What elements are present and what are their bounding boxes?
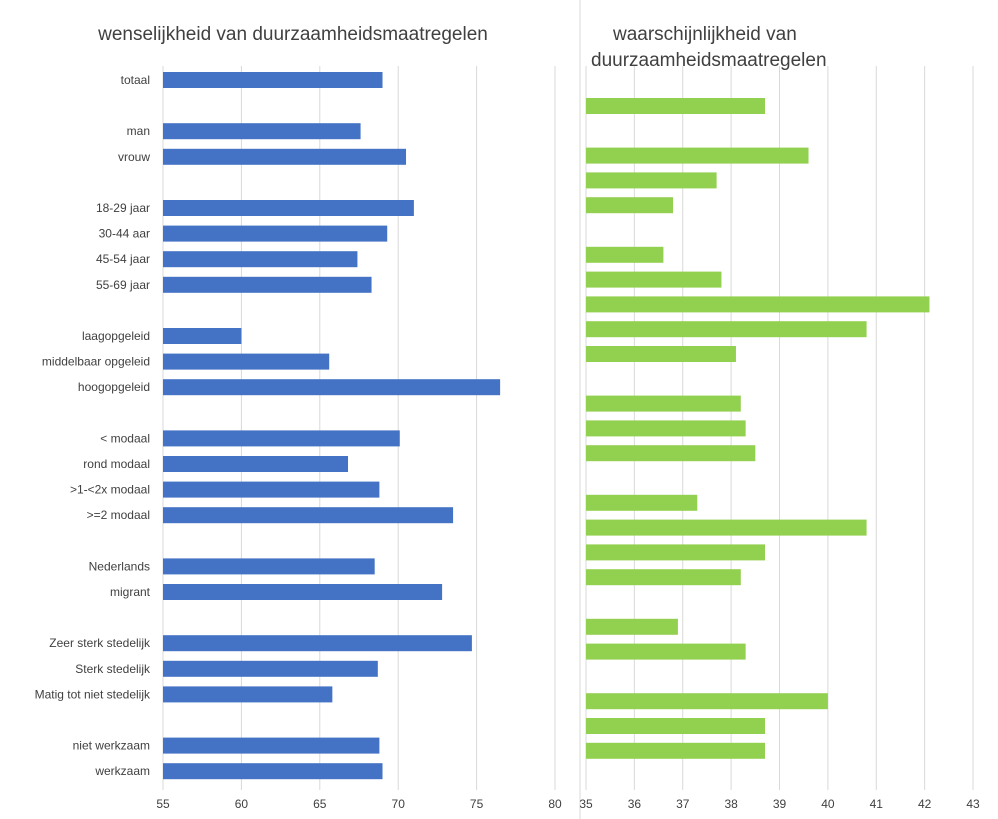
category-label-migrant: migrant [110, 585, 151, 599]
category-label-nederlands: Nederlands [89, 559, 150, 573]
left-bar-rond-modaal [163, 456, 349, 472]
right-bar-3 [586, 172, 717, 189]
right-bar-21 [586, 742, 765, 759]
left-x-tick-label: 60 [235, 797, 249, 811]
category-label-55-69-jaar: 55-69 jaar [96, 278, 150, 292]
left-bar-55-69-jaar [163, 276, 372, 293]
left-chart-title: wenselijkheid van duurzaamheidsmaatregel… [97, 24, 488, 45]
left-x-tick-label: 75 [470, 797, 484, 811]
left-bar-hoogopgeleid [163, 379, 501, 396]
category-label-totaal: totaal [121, 73, 150, 87]
right-bar-20 [586, 718, 765, 734]
chart-left: totaal man vrouw 18-29 jaar 30-44 aar 45-54 j… [35, 24, 562, 811]
category-label-45-54-jaar: 45-54 jaar [96, 252, 150, 266]
left-bar-matig-tot-niet-stedelijk [163, 686, 333, 703]
left-x-tick-label: 65 [313, 797, 327, 811]
category-label-vrouw: vrouw [118, 150, 150, 164]
category-label-rond-modaal: rond modaal [83, 457, 150, 471]
chart-right: 35 36 37 38 39 40 41 42 43 waarschijnlijkheid va… [579, 24, 980, 811]
right-chart-title-line1: waarschijnlijkheid van [612, 24, 797, 45]
left-bar-middelbaar-opgeleid [163, 353, 330, 370]
right-x-tick-label: 35 [579, 797, 593, 811]
right-x-tick-label: 39 [773, 797, 787, 811]
category-label-middelbaar-opgeleid: middelbaar opgeleid [42, 355, 150, 369]
right-x-tick-label: 36 [628, 797, 642, 811]
right-x-tick-label: 43 [966, 797, 980, 811]
right-bar-9 [586, 346, 736, 362]
right-bar-11 [586, 420, 746, 437]
right-bar-2 [586, 147, 809, 164]
left-bar-sterk-stedelijk [163, 660, 378, 677]
left-bar-2-modaal [163, 507, 454, 524]
category-label-niet-werkzaam: niet werkzaam [73, 739, 150, 753]
left-bar-vrouw [163, 148, 407, 165]
right-bar-18 [586, 643, 746, 660]
right-bar-8 [586, 321, 867, 338]
right-chart-title: waarschijnlijkheid van duurzaamheidsmaat… [591, 24, 827, 71]
right-bar-15 [586, 544, 765, 561]
left-bar-30-44-aar [163, 225, 388, 242]
category-label-30-44-aar: 30-44 aar [99, 227, 150, 241]
left-bar-1-2x-modaal [163, 481, 380, 498]
category-label-werkzaam: werkzaam [94, 764, 150, 778]
right-bar-17 [586, 618, 678, 635]
right-bar-1 [586, 98, 765, 114]
category-label-2-modaal: >=2 modaal [87, 508, 150, 522]
left-gridlines [162, 66, 556, 790]
left-x-tick-label: 80 [548, 797, 562, 811]
category-label-hoogopgeleid: hoogopgeleid [78, 380, 150, 394]
left-bar-man [163, 123, 361, 140]
category-label-laagopgeleid: laagopgeleid [82, 329, 150, 343]
category-label-sterk-stedelijk: Sterk stedelijk [75, 662, 151, 676]
left-x-tick-label: 70 [392, 797, 406, 811]
right-bar-4 [586, 197, 674, 214]
left-x-tick-label: 55 [156, 797, 170, 811]
right-bar-12 [586, 445, 756, 462]
left-bar-laagopgeleid [163, 328, 242, 344]
right-bar-16 [586, 569, 741, 586]
left-x-tick-labels: 55 60 65 70 75 80 [156, 797, 562, 811]
right-x-tick-labels: 35 36 37 38 39 40 41 42 43 [579, 797, 980, 811]
right-x-tick-label: 42 [918, 797, 932, 811]
category-label-1-2x-modaal: >1-<2x modaal [70, 483, 150, 497]
right-bar-13 [586, 494, 698, 511]
left-bar-werkzaam [163, 763, 383, 780]
right-bar-5 [586, 246, 664, 263]
left-bar-totaal [163, 72, 383, 88]
left-bar-zeer-sterk-stedelijk [163, 635, 472, 652]
right-x-tick-label: 38 [724, 797, 738, 811]
left-bar-niet-werkzaam [163, 737, 380, 754]
left-bar-nederlands [163, 558, 375, 575]
left-bars [163, 72, 501, 780]
left-bar-migrant [163, 584, 443, 600]
category-label-man: man [127, 124, 150, 138]
category-label-matig-tot-niet-stedelijk: Matig tot niet stedelijk [35, 687, 151, 701]
right-bar-14 [586, 519, 867, 536]
right-x-tick-label: 37 [676, 797, 690, 811]
category-label-modaal: < modaal [100, 431, 150, 445]
right-bar-19 [586, 693, 828, 710]
right-bar-7 [586, 296, 930, 313]
category-label-zeer-sterk-stedelijk: Zeer sterk stedelijk [49, 636, 151, 650]
right-x-tick-label: 41 [870, 797, 884, 811]
left-bar-modaal [163, 430, 400, 447]
left-category-labels: totaal man vrouw 18-29 jaar 30-44 aar 45-54 j… [35, 73, 151, 778]
right-chart-title-line2: duurzaamheidsmaatregelen [591, 50, 827, 71]
right-bars [586, 98, 930, 759]
category-label-18-29-jaar: 18-29 jaar [96, 201, 150, 215]
left-bar-18-29-jaar [163, 200, 414, 216]
right-bar-10 [586, 395, 741, 412]
left-bar-45-54-jaar [163, 251, 358, 268]
right-x-tick-label: 40 [821, 797, 835, 811]
right-bar-6 [586, 271, 722, 288]
